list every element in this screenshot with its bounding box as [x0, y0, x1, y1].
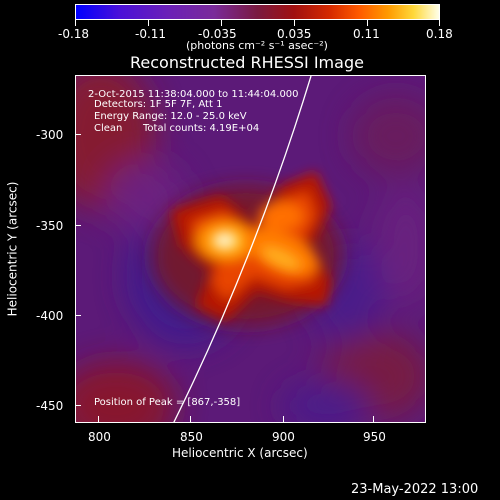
colorbar-tick-label: -0.11 [135, 27, 167, 41]
energy-range-label: Energy Range: 12.0 - 25.0 keV [94, 111, 247, 122]
colorbar-tick-label: 0.11 [353, 27, 380, 41]
y-axis-label: Heliocentric Y (arcsec) [5, 181, 20, 317]
y-tick-label: -350 [36, 219, 64, 233]
colorbar-units: (photons cm⁻² s⁻¹ asec⁻²) [186, 39, 328, 52]
clean-label: Clean [94, 123, 123, 134]
y-tick [75, 225, 81, 226]
footer-timestamp: 23-May-2022 13:00 [351, 482, 479, 497]
colorbar-tick [148, 20, 149, 26]
y-tick-label: -400 [36, 309, 64, 323]
x-tick-label: 900 [272, 430, 295, 444]
y-tick [75, 315, 81, 316]
y-tick-label: -300 [36, 128, 64, 142]
x-tick [283, 416, 284, 422]
x-tick-label: 800 [88, 430, 111, 444]
x-tick [98, 416, 99, 422]
colorbar-tick [221, 20, 222, 26]
plot-title: Reconstructed RHESSI Image [130, 53, 364, 72]
x-tick [373, 416, 374, 422]
peak-position-label: Position of Peak = [867,-358] [94, 397, 241, 408]
x-axis-label: Heliocentric X (arcsec) [172, 446, 308, 460]
colorbar-tick [367, 20, 368, 26]
colorbar [75, 4, 440, 20]
x-tick-label: 850 [180, 430, 203, 444]
y-tick [75, 405, 81, 406]
colorbar-tick-label: 0.035 [277, 27, 312, 41]
colorbar-tick [75, 20, 76, 26]
plot-area: 2-Oct-2015 11:38:04.000 to 11:44:04.000 … [75, 75, 426, 423]
total-counts-label: Total counts: 4.19E+04 [143, 123, 260, 134]
colorbar-tick [439, 20, 440, 26]
y-tick [75, 134, 81, 135]
detectors-label: Detectors: 1F 5F 7F, Att 1 [94, 99, 223, 110]
colorbar-tick [294, 20, 295, 26]
x-tick [190, 416, 191, 422]
heatmap-image [76, 76, 425, 422]
colorbar-tick-label: -0.035 [198, 27, 237, 41]
colorbar-tick-label: 0.18 [426, 27, 453, 41]
y-tick-label: -450 [36, 399, 64, 413]
x-tick-label: 950 [363, 430, 386, 444]
time-range-label: 2-Oct-2015 11:38:04.000 to 11:44:04.000 [88, 89, 299, 100]
colorbar-tick-label: -0.18 [58, 27, 90, 41]
